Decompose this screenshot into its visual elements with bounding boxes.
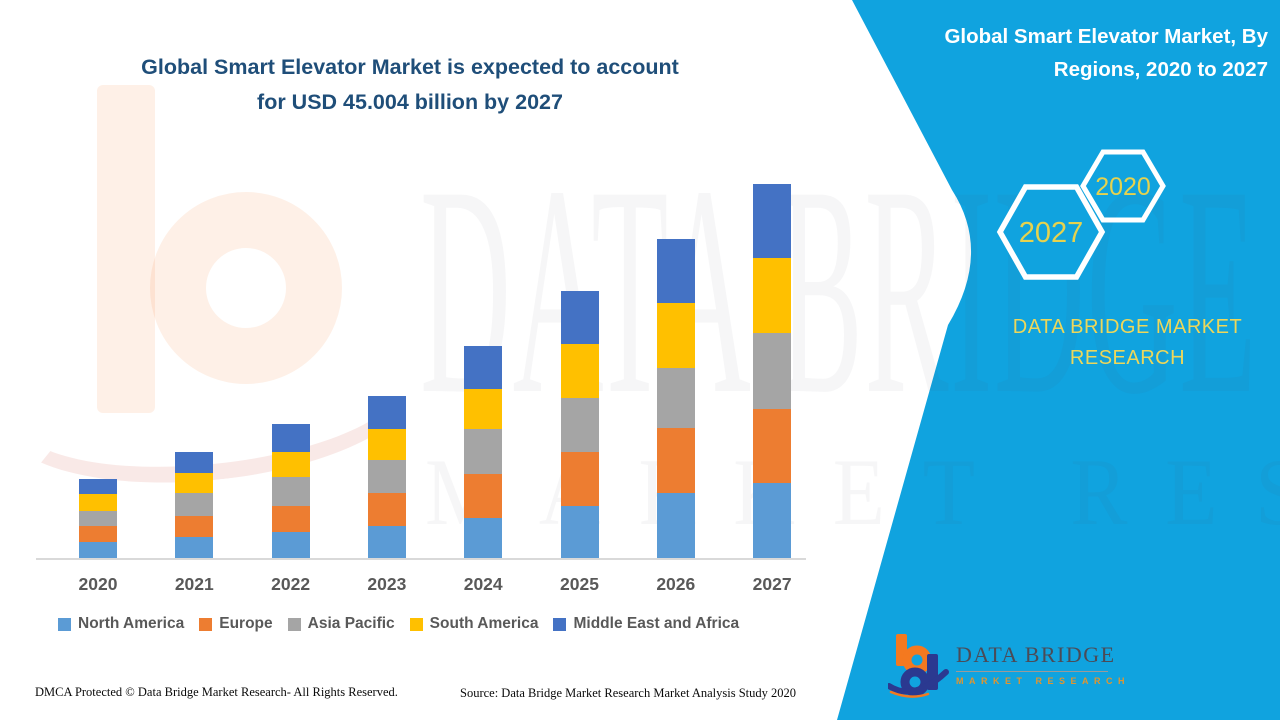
bar-segment-asia-pacific <box>656 367 695 429</box>
bar-2021 <box>175 451 214 558</box>
legend-label: North America <box>78 615 185 632</box>
legend-label: South America <box>429 615 539 632</box>
bar-segment-south-america <box>464 389 503 430</box>
legend-item-asia-pacific: Asia Pacific <box>287 615 395 633</box>
x-axis-label-2027: 2027 <box>752 574 792 594</box>
legend: North America Europe Asia Pacific South Ame… <box>58 615 739 633</box>
brand-name-line2: RESEARCH <box>1069 347 1186 369</box>
x-axis-label-2025: 2025 <box>560 574 599 594</box>
bar-2020 <box>79 479 117 558</box>
page-title-line1: Global Smart Elevator Market is expected… <box>141 55 679 79</box>
logo: DATA BRIDGE MARKET RESEARCH <box>888 630 1128 710</box>
page-title: Global Smart Elevator Market is expected… <box>60 50 760 120</box>
bar-segment-north-america <box>271 532 310 558</box>
x-axis-label-2024: 2024 <box>463 574 503 594</box>
legend-item-south-america: South America <box>409 615 539 633</box>
hexagon-2020-badge <box>1080 149 1166 223</box>
bar-segment-europe <box>367 493 406 526</box>
legend-swatch-icon <box>553 617 567 631</box>
bar-segment-asia-pacific <box>753 332 792 410</box>
bar-segment-asia-pacific <box>79 510 117 527</box>
legend-label: Asia Pacific <box>307 615 395 632</box>
bar-segment-middle-east-and-africa <box>79 479 117 495</box>
bar-segment-north-america <box>753 483 792 558</box>
bar-2026 <box>656 238 695 558</box>
bar-segment-middle-east-and-africa <box>464 346 503 390</box>
legend-swatch-icon <box>58 617 71 631</box>
bar-segment-europe <box>753 409 792 484</box>
bar-segment-europe <box>175 516 214 538</box>
bar-segment-south-america <box>271 452 310 478</box>
x-axis-label-2026: 2026 <box>656 574 696 594</box>
hexagon-2027-badge <box>996 184 1106 280</box>
bar-segment-south-america <box>656 302 695 368</box>
legend-item-north-america: North America <box>58 615 184 633</box>
brand-name-line1: DATA BRIDGE MARKET <box>1012 316 1243 338</box>
footer-source: Source: Data Bridge Market Research Mark… <box>460 686 797 700</box>
bar-segment-asia-pacific <box>367 459 406 494</box>
bar-segment-south-america <box>79 494 117 511</box>
bar-segment-asia-pacific <box>271 477 310 506</box>
panel-title-line1: Global Smart Elevator Market, By <box>944 25 1268 48</box>
bar-segment-middle-east-and-africa <box>271 424 310 453</box>
bar-segment-asia-pacific <box>464 429 503 475</box>
x-axis-label-2022: 2022 <box>271 574 311 594</box>
bar-2027 <box>753 184 792 558</box>
bar-segment-asia-pacific <box>175 493 214 517</box>
bar-segment-north-america <box>175 537 214 558</box>
bar-segment-south-america <box>367 429 406 460</box>
data-bridge-logo-icon <box>888 634 949 698</box>
hexagon-2027-label: 2027 <box>1019 217 1084 249</box>
legend-swatch-icon <box>409 617 423 631</box>
bar-2025 <box>560 291 599 558</box>
brand-name-text: DATA BRIDGE MARKET RESEARCH <box>955 312 1280 374</box>
bar-segment-middle-east-and-africa <box>175 451 214 474</box>
legend-label: Middle East and Africa <box>573 615 740 632</box>
footer-dmca: DMCA Protected © Data Bridge Market Rese… <box>35 685 398 699</box>
legend-label: Europe <box>219 615 273 632</box>
bar-segment-north-america <box>79 542 117 558</box>
logo-subtitle: MARKET RESEARCH <box>956 676 1131 686</box>
bar-segment-europe <box>560 452 599 506</box>
bar-segment-europe <box>271 505 310 533</box>
bar-segment-europe <box>464 474 503 519</box>
bar-segment-middle-east-and-africa <box>753 184 792 258</box>
bar-segment-asia-pacific <box>560 397 599 453</box>
bar-segment-middle-east-and-africa <box>560 291 599 345</box>
x-axis-label-2023: 2023 <box>367 574 407 594</box>
bar-segment-south-america <box>175 473 214 494</box>
page-title-line2: for USD 45.004 billion by 2027 <box>257 90 563 114</box>
x-axis-label-2020: 2020 <box>78 574 118 594</box>
bar-segment-north-america <box>367 525 406 558</box>
bar-segment-north-america <box>560 505 599 558</box>
hexagon-2020-label: 2020 <box>1095 173 1151 201</box>
bar-segment-north-america <box>464 518 503 558</box>
bar-segment-south-america <box>560 344 599 398</box>
bar-segment-north-america <box>656 493 695 558</box>
bar-segment-south-america <box>753 257 792 333</box>
legend-item-middle-east-and-africa: Middle East and Africa <box>553 615 739 633</box>
bar-segment-middle-east-and-africa <box>367 395 406 430</box>
panel-title: Global Smart Elevator Market, By Regions… <box>848 20 1268 86</box>
bar-2024 <box>464 346 503 558</box>
panel-title-line2: Regions, 2020 to 2027 <box>1053 58 1268 81</box>
logo-text: DATA BRIDGE MARKET RESEARCH <box>956 642 1130 710</box>
bar-segment-middle-east-and-africa <box>656 238 695 303</box>
x-axis-label-2021: 2021 <box>174 574 214 594</box>
logo-divider <box>956 671 1108 672</box>
bar-segment-europe <box>79 526 117 543</box>
bar-2022 <box>271 424 310 558</box>
legend-item-europe: Europe <box>199 615 273 633</box>
hexagon-badges: 2020 2027 <box>996 149 1166 280</box>
legend-swatch-icon <box>199 617 213 631</box>
bar-2023 <box>367 395 406 558</box>
logo-name: DATA BRIDGE <box>956 642 1116 667</box>
x-axis-line <box>36 558 806 560</box>
legend-swatch-icon <box>287 617 301 631</box>
bar-segment-europe <box>656 428 695 494</box>
